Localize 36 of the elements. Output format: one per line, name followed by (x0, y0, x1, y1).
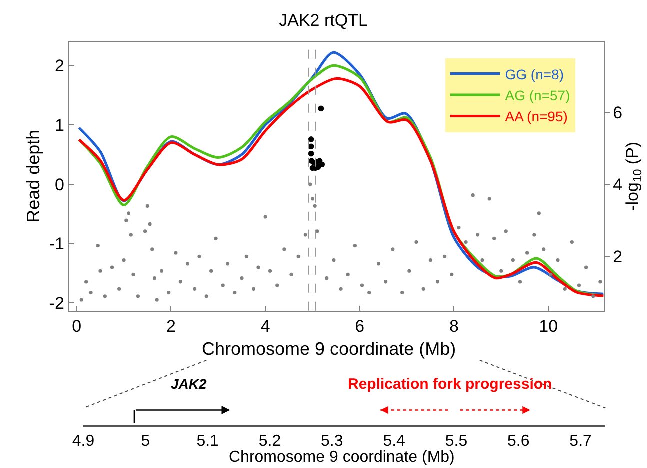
x2-axis-title: Chromosome 9 coordinate (Mb) (229, 449, 455, 466)
x-tick-label: 10 (539, 317, 558, 336)
y2-tick-label: 2 (613, 248, 623, 267)
x2-tick-label: 5 (141, 433, 150, 450)
y-tick-label: -1 (49, 234, 64, 254)
y-tick-label: 1 (55, 116, 64, 135)
legend-label: GG (n=8) (505, 66, 564, 82)
text: Replication fork progression (348, 376, 552, 393)
legend-label: AA (n=95) (505, 108, 568, 125)
y-tick-label: 2 (55, 56, 64, 76)
x-tick-label: 8 (450, 317, 459, 336)
x-tick-label: 2 (166, 317, 176, 336)
x2-tick-label: 5.7 (570, 433, 592, 450)
x-tick-label: 0 (72, 317, 82, 336)
x-axis-title: Chromosome 9 coordinate (Mb) (202, 339, 456, 359)
chart-title: JAK2 rtQTL (279, 10, 368, 30)
x-tick-label: 6 (355, 317, 365, 336)
point (308, 136, 314, 142)
point (308, 150, 314, 157)
point (318, 106, 324, 112)
x2-tick-label: 5.6 (508, 433, 530, 450)
text: JAK2 (171, 376, 208, 392)
y2-tick-label: 4 (613, 175, 623, 194)
y-tick-label: 0 (55, 175, 64, 194)
x2-tick-label: 5.1 (196, 433, 220, 450)
x2-tick-label: 5.4 (383, 433, 406, 450)
y2-tick-label: 6 (613, 103, 623, 122)
x2-tick-label: 5.3 (321, 433, 344, 450)
y-axis-title: Read depth (24, 130, 44, 223)
x2-tick-label: 5.2 (258, 433, 282, 450)
point (319, 162, 326, 168)
x2-tick-label: 5.5 (445, 433, 468, 450)
x-tick-label: 4 (260, 317, 270, 336)
y-tick-label: -2 (49, 294, 64, 314)
legend-label: AG (n=57) (505, 88, 570, 104)
x2-tick-label: 4.9 (72, 433, 95, 450)
